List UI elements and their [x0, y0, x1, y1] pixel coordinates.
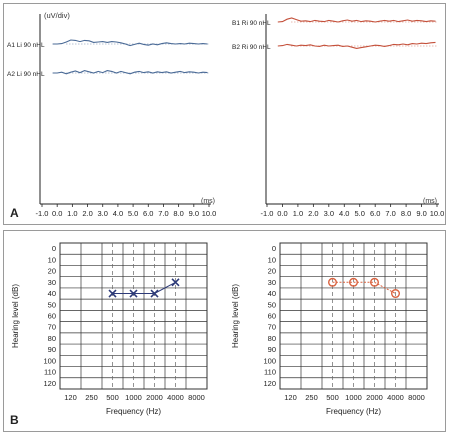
y-tick-label: 30 [48, 278, 56, 287]
y-tick-label: 120 [43, 379, 56, 388]
x-tick-label: 6.0 [143, 209, 153, 218]
x-tick-label: 0.0 [277, 209, 287, 218]
x-tick-label: 8.0 [173, 209, 183, 218]
abr-waveforms-svg: (uV/div)(ms)-1.0 0.0 1.0 2.0 3.0 4.0 5.0 6.0 7.0… [7, 11, 445, 218]
x-tick-label: 10.0 [430, 209, 445, 218]
y-axis-label: Hearing level (dB) [11, 284, 20, 348]
y-tick-label: 20 [48, 267, 56, 276]
x-axis-unit-label: (ms) [201, 198, 215, 205]
y-tick-label: 10 [48, 255, 56, 264]
x-tick-label: 7.0 [158, 209, 168, 218]
x-tick-label: 500 [106, 393, 119, 402]
y-axis-unit-label: (uV/div) [44, 11, 70, 20]
y-tick-label: 0 [272, 244, 276, 253]
y-axis-label: Hearing level (dB) [231, 284, 240, 348]
y-tick-label: 0 [52, 244, 56, 253]
trace-label: A2 Li 90 nHL [7, 71, 45, 78]
marker-stroke [150, 289, 159, 298]
audiogram-connector-line [112, 281, 176, 294]
marker-stroke [108, 289, 117, 298]
threshold-o-marker [349, 277, 359, 287]
x-tick-label: 6.0 [370, 209, 380, 218]
marker-stroke [171, 278, 180, 287]
x-tick-label: 3.0 [98, 209, 108, 218]
y-tick-label: 120 [263, 379, 276, 388]
x-tick-label: 5.0 [355, 209, 365, 218]
threshold-o-marker [391, 289, 401, 299]
panel-label-a: A [10, 206, 19, 220]
x-tick-label: 2000 [146, 393, 163, 402]
x-tick-label: 8000 [408, 393, 425, 402]
threshold-x-marker [171, 278, 180, 287]
y-tick-label: 90 [48, 345, 56, 354]
x-tick-label: 500 [326, 393, 339, 402]
x-tick-label: 4000 [387, 393, 404, 402]
x-tick-label: 120 [284, 393, 297, 402]
y-tick-label: 80 [268, 334, 276, 343]
threshold-x-marker [150, 289, 159, 298]
y-tick-label: 110 [264, 368, 276, 377]
threshold-o-marker [328, 277, 338, 287]
y-tick-label: 60 [268, 312, 276, 321]
x-tick-label: 2.0 [82, 209, 92, 218]
x-tick-label: 2.0 [308, 209, 318, 218]
x-tick-label: 250 [305, 393, 318, 402]
y-tick-label: 40 [48, 289, 56, 298]
y-tick-label: 60 [48, 312, 56, 321]
x-tick-label: 0.0 [52, 209, 62, 218]
x-tick-label: -1.0 [36, 209, 49, 218]
y-tick-label: 40 [268, 289, 276, 298]
y-tick-label: 10 [268, 255, 276, 264]
x-tick-label: 7.0 [385, 209, 395, 218]
y-tick-label: 20 [268, 267, 276, 276]
waveform-trace [277, 17, 436, 23]
x-axis-label: Frequency (Hz) [326, 407, 381, 416]
audiogram-panel: B 0 10 20 30 40 50 60 70 80 90 100 110 120 120 250 500 1… [3, 230, 446, 432]
x-tick-label: 8000 [188, 393, 205, 402]
x-tick-label: 1.0 [293, 209, 303, 218]
x-tick-label: 9.0 [189, 209, 199, 218]
y-tick-label: 70 [48, 323, 56, 332]
panel-label-b: B [10, 413, 19, 427]
x-axis-unit-label: (ms) [423, 198, 437, 205]
x-tick-label: -1.0 [261, 209, 274, 218]
threshold-x-marker [108, 289, 117, 298]
waveform-trace [52, 70, 208, 75]
y-tick-label: 110 [44, 368, 56, 377]
x-tick-label: 4.0 [339, 209, 349, 218]
y-tick-label: 100 [263, 356, 276, 365]
x-tick-label: 1.0 [67, 209, 77, 218]
x-tick-label: 5.0 [128, 209, 138, 218]
waveform-trace [277, 41, 436, 49]
x-tick-label: 1000 [345, 393, 362, 402]
y-tick-label: 30 [268, 278, 276, 287]
x-tick-label: 4.0 [113, 209, 123, 218]
x-axis-label: Frequency (Hz) [106, 407, 161, 416]
y-tick-label: 50 [268, 300, 276, 309]
y-tick-label: 50 [48, 300, 56, 309]
y-tick-label: 90 [268, 345, 276, 354]
x-tick-label: 120 [64, 393, 77, 402]
threshold-o-marker [370, 277, 380, 287]
x-tick-label: 9.0 [416, 209, 426, 218]
threshold-x-marker [129, 289, 138, 298]
trace-label: B2 Ri 90 nHL [232, 44, 271, 51]
x-tick-label: 8.0 [401, 209, 411, 218]
x-tick-label: 2000 [366, 393, 383, 402]
y-tick-label: 70 [268, 323, 276, 332]
x-tick-label: 250 [85, 393, 98, 402]
trace-label: B1 Ri 90 nHL [232, 20, 271, 27]
waveform-trace [52, 39, 208, 47]
y-tick-label: 100 [43, 356, 56, 365]
abr-panel: A (uV/div) (ms) -1.0 0.0 1.0 2.0 3.0 4.0 5.0 6.0 7… [3, 3, 446, 225]
x-tick-label: 10.0 [202, 209, 217, 218]
x-tick-label: 3.0 [324, 209, 334, 218]
y-tick-label: 80 [48, 334, 56, 343]
trace-label: A1 Li 90 nHL [7, 42, 45, 49]
marker-stroke [129, 289, 138, 298]
x-tick-label: 4000 [167, 393, 184, 402]
audiogram-connector-line [332, 281, 396, 294]
x-tick-label: 1000 [125, 393, 142, 402]
